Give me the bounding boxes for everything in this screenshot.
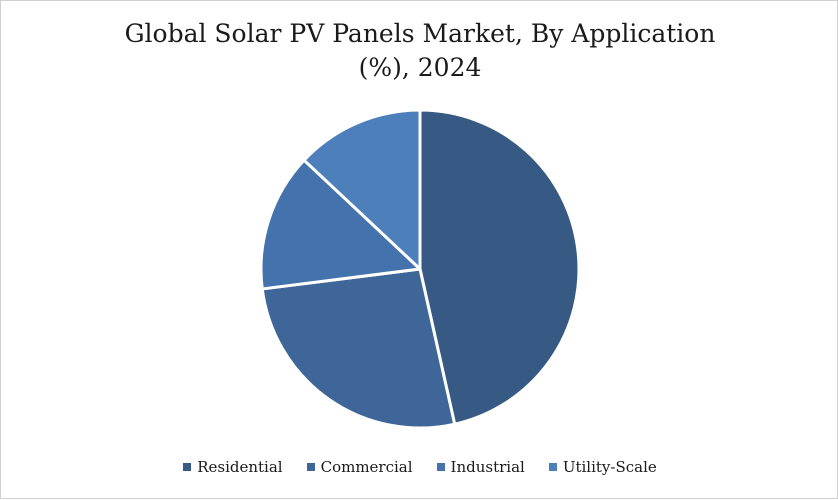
pie-slice-utility-scale — [302, 108, 422, 271]
legend-label-industrial: Industrial — [450, 458, 525, 476]
pie-slice-residential — [418, 108, 581, 426]
legend-swatch-commercial — [306, 463, 315, 471]
legend-item-industrial: Industrial — [436, 458, 525, 476]
legend-item-commercial: Commercial — [306, 458, 413, 476]
legend-swatch-industrial — [436, 463, 445, 471]
legend-label-commercial: Commercial — [320, 458, 413, 476]
pie-slice-commercial — [260, 267, 457, 430]
legend-swatch-residential — [183, 463, 192, 471]
legend-label-utility-scale: Utility-Scale — [562, 458, 657, 476]
legend-item-residential: Residential — [183, 458, 283, 476]
chart-legend: Residential Commercial Industrial Utility-S… — [1, 458, 838, 476]
chart-title-line-1: Global Solar PV Panels Market, By Applic… — [124, 19, 716, 48]
legend-label-residential: Residential — [197, 458, 283, 476]
chart-title-line-2: (%), 2024 — [358, 53, 482, 82]
legend-item-utility-scale: Utility-Scale — [548, 458, 657, 476]
chart-title: Global Solar PV Panels Market, By Applic… — [1, 17, 838, 85]
legend-swatch-utility-scale — [548, 463, 557, 471]
pie-slice-industrial — [259, 158, 422, 291]
